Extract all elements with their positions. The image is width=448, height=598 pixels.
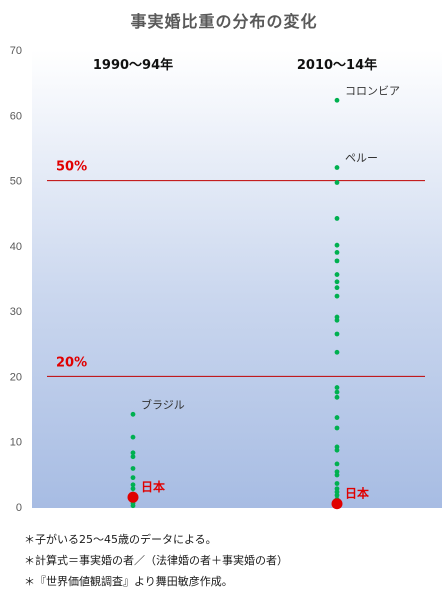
data-point (130, 434, 136, 440)
chart-title: 事実婚比重の分布の変化 (130, 12, 318, 31)
data-point (334, 97, 340, 103)
data-point (130, 466, 136, 471)
data-point (130, 454, 136, 460)
data-point (334, 180, 340, 185)
data-point (334, 279, 340, 285)
y-tick-label: 0 (16, 502, 22, 514)
data-point (334, 394, 340, 400)
y-tick-label: 20 (10, 371, 22, 383)
data-point (334, 492, 340, 498)
data-point (334, 285, 340, 291)
data-point (334, 272, 340, 277)
data-point (130, 411, 136, 417)
data-point (334, 385, 340, 390)
footnote-2: ＊計算式＝事実婚の者／（法律婚の者＋事実婚の者） (24, 554, 288, 567)
data-point (334, 472, 340, 478)
y-tick-label: 50 (10, 176, 22, 188)
data-point (334, 447, 340, 453)
data-point (130, 475, 136, 481)
y-tick-label: 40 (10, 241, 22, 253)
data-point (334, 331, 340, 337)
data-point (334, 461, 340, 467)
reference-line-label: 50% (56, 160, 87, 175)
footnote-1: ＊子がいる25〜45歳のデータによる。 (24, 533, 217, 546)
country-annotation: ペルー (345, 152, 378, 165)
data-point (130, 486, 136, 492)
data-point (334, 165, 340, 170)
country-annotation: ブラジル (141, 397, 185, 411)
data-point (334, 317, 340, 323)
data-point (334, 349, 340, 355)
data-point (334, 249, 340, 255)
data-point (334, 216, 340, 221)
data-point (334, 258, 340, 264)
y-tick-label: 60 (10, 110, 22, 122)
y-tick-label: 30 (10, 306, 22, 318)
category-label: 2010〜14年 (297, 57, 377, 73)
y-tick-label: 70 (10, 45, 22, 57)
y-tick-label: 10 (10, 437, 22, 449)
data-point (130, 503, 136, 509)
highlight-point-japan (127, 491, 139, 503)
reference-line-label: 20% (56, 355, 87, 370)
plot-area (32, 50, 442, 508)
highlight-point-japan (331, 498, 343, 510)
data-point (130, 482, 136, 488)
data-point (334, 415, 340, 420)
highlight-label: 日本 (141, 479, 165, 494)
data-point (334, 425, 340, 431)
data-point (334, 293, 340, 299)
footnote-3: ＊『世界価値観調査』より舞田敏彦作成。 (24, 575, 233, 588)
category-label: 1990〜94年 (93, 57, 173, 73)
data-point (334, 242, 340, 248)
data-point (130, 450, 136, 456)
data-point (334, 481, 340, 486)
data-point (334, 389, 340, 395)
footnotes: ＊子がいる25〜45歳のデータによる。 ＊計算式＝事実婚の者／（法律婚の者＋事実… (24, 529, 288, 592)
highlight-label: 日本 (345, 486, 369, 501)
country-annotation: コロンビア (345, 84, 400, 97)
